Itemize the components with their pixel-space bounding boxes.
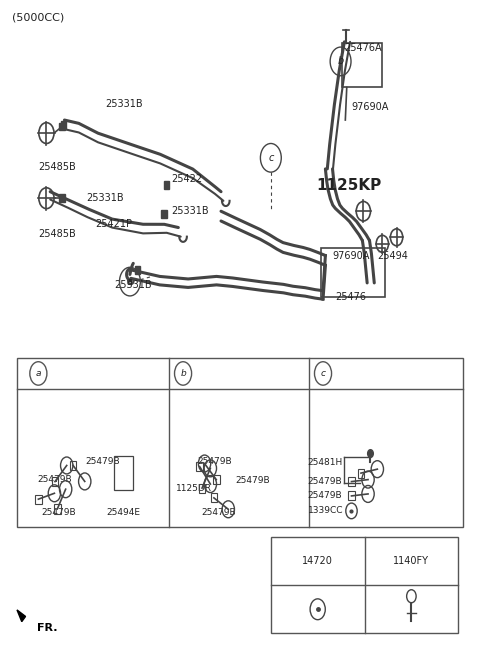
Bar	[114, 456, 133, 490]
Bar	[358, 468, 364, 478]
Text: 25476: 25476	[335, 292, 366, 302]
Text: 25479B: 25479B	[308, 491, 342, 501]
Text: 25485B: 25485B	[38, 229, 76, 239]
Text: 25481H: 25481H	[308, 457, 343, 466]
Text: 25479B: 25479B	[235, 476, 270, 485]
Text: 1125KP: 1125KP	[316, 177, 381, 193]
Text: 97690A: 97690A	[333, 250, 370, 261]
Text: 25485B: 25485B	[38, 162, 76, 172]
Text: b: b	[180, 369, 186, 378]
Text: a: a	[36, 369, 41, 378]
Text: a: a	[127, 277, 133, 286]
Bar	[211, 493, 217, 503]
Bar	[17, 358, 463, 527]
Polygon shape	[17, 610, 25, 622]
Text: 25476A: 25476A	[344, 43, 382, 53]
Bar	[54, 505, 60, 514]
Bar	[342, 43, 383, 87]
Text: 25479B: 25479B	[86, 457, 120, 466]
Bar	[348, 491, 355, 501]
Bar	[213, 475, 219, 484]
Bar	[59, 123, 65, 131]
Text: 25494E: 25494E	[106, 508, 140, 516]
Text: 25331B: 25331B	[171, 206, 209, 216]
Bar	[271, 537, 458, 633]
Bar	[52, 477, 58, 486]
Text: 25421P: 25421P	[96, 219, 132, 229]
Circle shape	[368, 449, 373, 457]
Text: 25479B: 25479B	[201, 508, 236, 516]
Text: c: c	[268, 153, 274, 163]
Text: (5000CC): (5000CC)	[12, 12, 64, 22]
Bar	[60, 121, 66, 129]
Text: 25479B: 25479B	[308, 477, 342, 486]
Text: 25331B: 25331B	[86, 193, 123, 203]
Text: 25479B: 25479B	[37, 475, 72, 484]
Bar	[59, 194, 65, 202]
Bar	[348, 477, 355, 486]
Text: 25422: 25422	[171, 173, 203, 184]
Text: 25479B: 25479B	[42, 508, 76, 516]
Bar	[70, 461, 76, 470]
Bar	[35, 495, 42, 504]
Bar	[321, 248, 384, 297]
Text: 14720: 14720	[302, 556, 333, 566]
Text: FR.: FR.	[37, 623, 58, 633]
Bar	[135, 266, 140, 274]
Text: 1140FY: 1140FY	[394, 556, 430, 566]
Bar	[196, 462, 203, 471]
Text: 25479B: 25479B	[197, 457, 232, 466]
Text: b: b	[337, 57, 344, 66]
Text: 1339CC: 1339CC	[308, 507, 343, 515]
Text: 97690A: 97690A	[351, 102, 389, 112]
Text: c: c	[321, 369, 325, 378]
Text: 25331B: 25331B	[105, 99, 143, 109]
Text: 25331B: 25331B	[114, 280, 152, 290]
Bar	[199, 484, 205, 493]
Bar	[161, 210, 167, 217]
Bar	[164, 181, 169, 189]
Text: 1125DR: 1125DR	[176, 484, 212, 493]
Text: 25494: 25494	[378, 250, 408, 261]
